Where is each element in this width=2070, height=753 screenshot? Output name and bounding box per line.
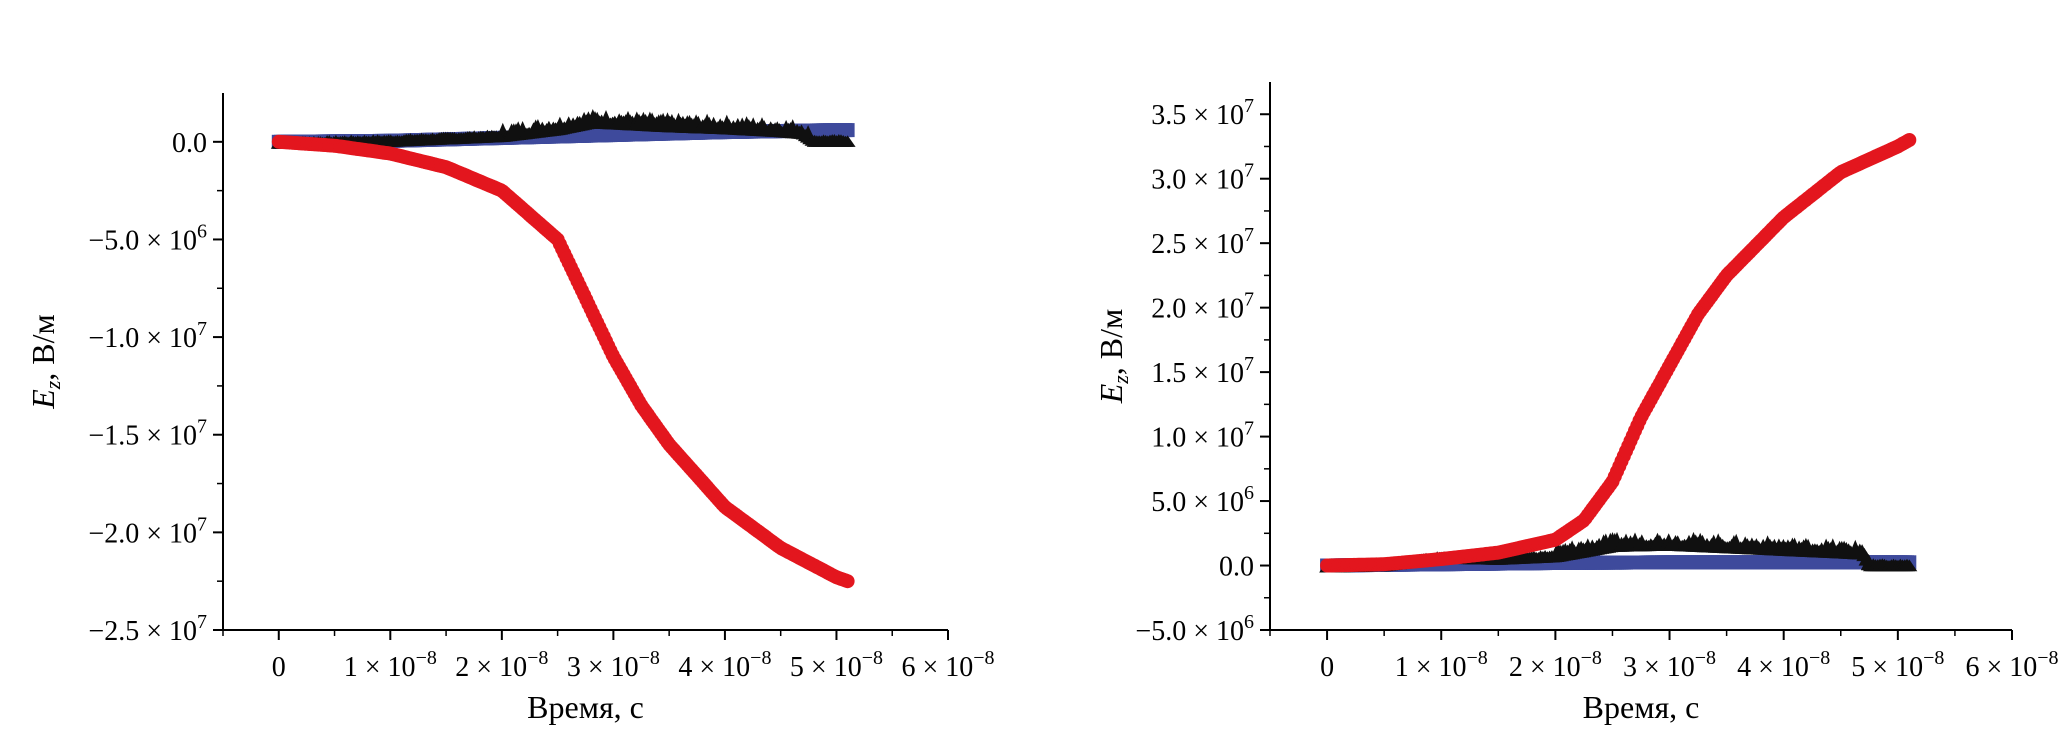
y-tick-label: −2.0 × 107 xyxy=(88,513,207,549)
y-tick-label: 3.0 × 107 xyxy=(1151,160,1254,196)
right-chart-y-axis-label: Ez, В/м xyxy=(1093,309,1133,405)
x-tick-label: 1 × 10−8 xyxy=(1395,647,1488,683)
x-tick-label: 0 xyxy=(1320,652,1334,683)
y-tick-label: −5.0 × 106 xyxy=(1135,611,1254,647)
y-tick-label: −1.0 × 107 xyxy=(88,318,207,354)
x-tick-label: 3 × 10−8 xyxy=(567,647,660,683)
y-tick-label: −5.0 × 106 xyxy=(88,220,207,256)
data-point xyxy=(1902,133,1917,147)
y-tick-label: 3.5 × 107 xyxy=(1151,95,1254,131)
x-tick-label: 1 × 10−8 xyxy=(344,647,437,683)
red-circle-series xyxy=(271,134,855,589)
y-tick-label: −1.5 × 107 xyxy=(88,416,207,452)
y-tick-label: 1.0 × 107 xyxy=(1151,418,1254,454)
x-tick-label: 0 xyxy=(272,652,286,683)
data-point xyxy=(839,135,856,147)
x-tick-label: 2 × 10−8 xyxy=(1509,647,1602,683)
y-tick-label: 2.0 × 107 xyxy=(1151,289,1254,325)
left-chart: 0 1 × 10−8 2 × 10−8 3 × 10−8 4 × 10−8 5 × 10−… xyxy=(25,93,995,725)
x-tick-label: 4 × 10−8 xyxy=(1737,647,1830,683)
y-tick-label: 0.0 xyxy=(172,128,207,159)
x-tick-label: 2 × 10−8 xyxy=(455,647,548,683)
red-circle-series xyxy=(1320,133,1917,573)
x-tick-label: 5 × 10−8 xyxy=(1851,647,1944,683)
right-chart-x-axis-label: Время, с xyxy=(1583,689,1700,725)
right-chart-plot-area xyxy=(1319,133,1918,573)
y-tick-label: 0.0 xyxy=(1219,552,1254,583)
left-chart-x-axis-label: Время, с xyxy=(527,689,644,725)
data-point xyxy=(1901,559,1918,572)
y-tick-label: −2.5 × 107 xyxy=(88,611,207,647)
x-tick-label: 6 × 10−8 xyxy=(901,647,994,683)
left-chart-axes: 0 1 × 10−8 2 × 10−8 3 × 10−8 4 × 10−8 5 × 10−… xyxy=(88,93,995,683)
right-chart: 0 1 × 10−8 2 × 10−8 3 × 10−8 4 × 10−8 5 × 10−… xyxy=(1093,82,2059,725)
y-tick-label: 2.5 × 107 xyxy=(1151,224,1254,260)
y-tick-label: 5.0 × 106 xyxy=(1151,482,1254,518)
data-point xyxy=(840,574,855,589)
data-point xyxy=(840,123,855,138)
y-tick-label: 1.5 × 107 xyxy=(1151,353,1254,389)
x-tick-label: 3 × 10−8 xyxy=(1623,647,1716,683)
left-chart-plot-area xyxy=(270,109,856,589)
right-chart-axes: 0 1 × 10−8 2 × 10−8 3 × 10−8 4 × 10−8 5 × 10−… xyxy=(1135,82,2059,683)
x-tick-label: 4 × 10−8 xyxy=(678,647,771,683)
x-tick-label: 6 × 10−8 xyxy=(1965,647,2058,683)
left-chart-y-axis-label: Ez, В/м xyxy=(25,314,65,410)
x-tick-label: 5 × 10−8 xyxy=(790,647,883,683)
